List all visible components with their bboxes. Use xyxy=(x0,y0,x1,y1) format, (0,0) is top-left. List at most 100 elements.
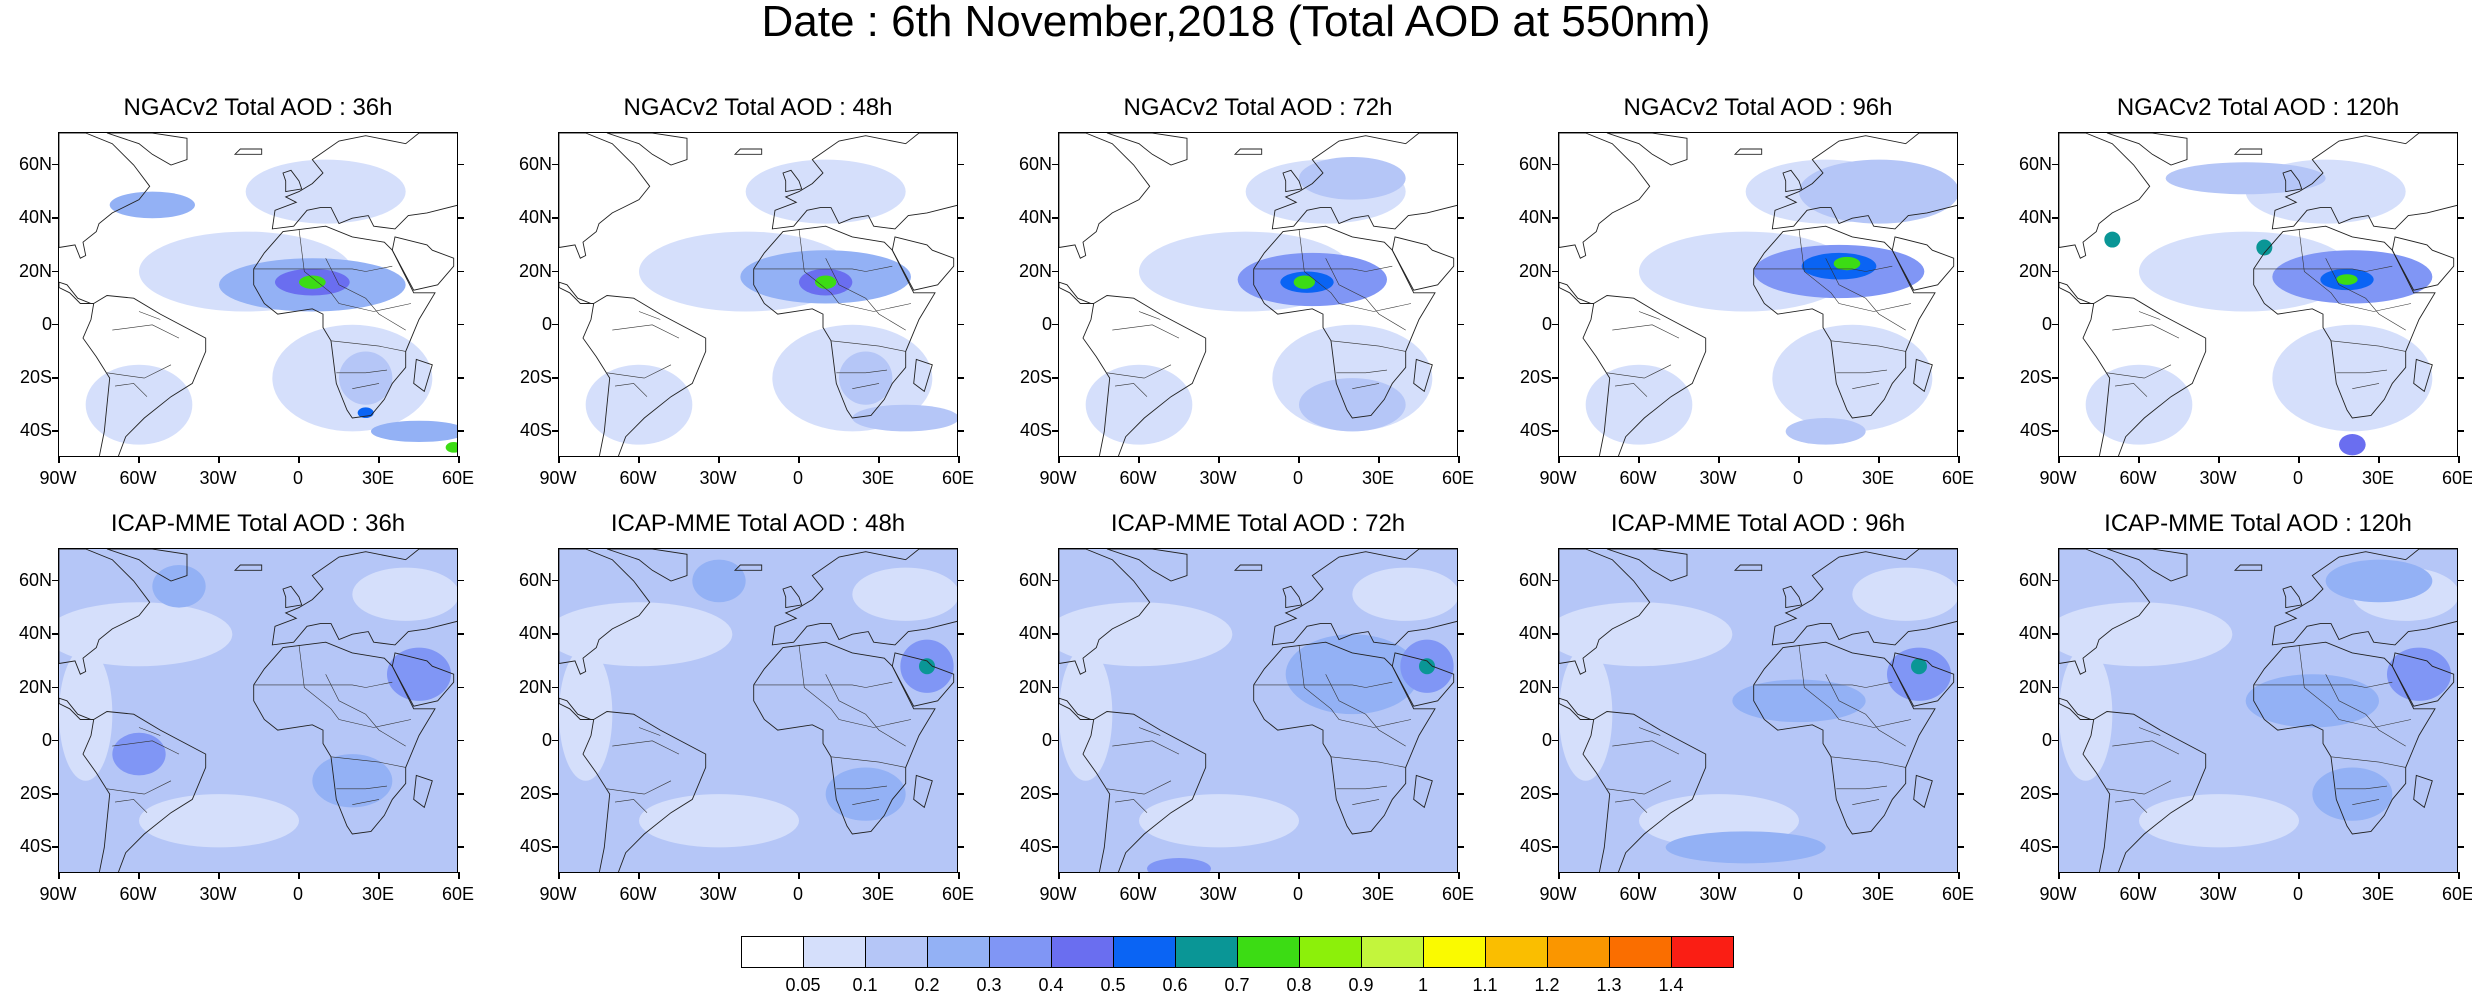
colorbar-label: 1.3 xyxy=(1596,975,1622,995)
lat-tick-label: 20S xyxy=(2019,367,2052,388)
lat-tick xyxy=(1552,739,1559,742)
lat-tick-label: 60N xyxy=(2018,569,2052,590)
lat-tick-label: 40N xyxy=(1018,207,1052,228)
aod-plume xyxy=(1299,156,1406,200)
aod-plume xyxy=(1785,418,1866,445)
map-panel: ICAP-MME Total AOD : 36h 60N 40N 20N 0 20S 40S… xyxy=(19,510,474,903)
colorbar-swatch xyxy=(1485,936,1548,968)
aod-plume xyxy=(852,404,957,432)
coastline-south-america xyxy=(582,711,707,872)
lon-tick-label: 30W xyxy=(1199,884,1237,904)
colorbar-label: 1.4 xyxy=(1658,975,1684,995)
lat-tick-label: 0 xyxy=(2041,313,2052,334)
coastline-africa xyxy=(2253,641,2436,835)
coastline-north-america xyxy=(1559,133,1651,259)
country-border xyxy=(830,340,906,352)
lon-tick xyxy=(1558,456,1560,463)
lon-tick xyxy=(2298,456,2300,463)
colorbar-label: 1 xyxy=(1417,975,1428,995)
country-border xyxy=(1606,780,1672,795)
country-border xyxy=(1352,383,1380,389)
lon-tick-label: 60W xyxy=(619,468,657,488)
coastline-uk xyxy=(1782,585,1803,609)
coastline-uk xyxy=(1282,585,1303,609)
lon-tick-label: 60W xyxy=(1619,468,1657,488)
lat-tick xyxy=(2457,579,2464,582)
lon-tick xyxy=(1458,456,1460,463)
lat-tick xyxy=(1552,686,1559,689)
country-border xyxy=(1253,265,1393,272)
lat-tick xyxy=(957,793,964,795)
lat-tick xyxy=(2052,430,2059,432)
coastline-iceland xyxy=(1733,564,1763,571)
colorbar-label: 0.5 xyxy=(1100,975,1126,995)
colorbar-swatch xyxy=(1609,936,1672,968)
lon-tick xyxy=(798,456,800,463)
lon-tick-label: 30E xyxy=(1861,884,1895,904)
lat-tick xyxy=(1052,633,1059,635)
coastline-iceland xyxy=(2233,564,2263,571)
lat-tick xyxy=(2457,846,2464,848)
lon-tick xyxy=(718,872,720,879)
panel-title: NGACv2 Total AOD : 72h xyxy=(1123,94,1393,121)
lat-tick xyxy=(457,270,464,273)
country-border xyxy=(138,727,161,736)
aod-plume xyxy=(109,191,195,219)
lat-tick xyxy=(552,163,559,166)
country-border xyxy=(1825,674,1906,747)
coastline-africa xyxy=(1253,225,1436,419)
aod-haze-patch xyxy=(1559,647,1613,781)
lon-tick-label: 60W xyxy=(2119,884,2157,904)
country-border xyxy=(2253,265,2393,272)
lat-tick xyxy=(1457,739,1464,742)
aod-plume xyxy=(299,275,326,289)
lat-tick xyxy=(1552,793,1559,795)
country-border xyxy=(112,740,180,755)
lon-tick xyxy=(1218,872,1220,879)
country-border xyxy=(836,785,888,790)
lat-tick xyxy=(457,633,464,635)
lon-tick xyxy=(878,872,880,879)
lat-tick xyxy=(1457,793,1464,795)
lon-tick xyxy=(2058,872,2060,879)
coastline-iceland xyxy=(233,564,263,571)
lat-tick-label: 20N xyxy=(2018,260,2052,281)
panel-title: ICAP-MME Total AOD : 48h xyxy=(610,510,906,537)
lat-tick xyxy=(2052,633,2059,635)
lat-tick-label: 20S xyxy=(1519,367,1552,388)
map-panel: ICAP-MME Total AOD : 96h 60N 40N 20N 0 20S 40S… xyxy=(1519,510,1974,903)
lon-tick-label: 90W xyxy=(2039,468,2077,488)
country-border xyxy=(1798,644,1912,728)
lon-tick-label: 30W xyxy=(699,884,737,904)
aod-haze-patch xyxy=(1852,567,1957,621)
panel-title: ICAP-MME Total AOD : 120h xyxy=(2104,510,2412,537)
country-border xyxy=(325,674,406,747)
aod-plume xyxy=(1293,275,1315,289)
aod-haze-patch xyxy=(1085,364,1193,445)
lat-tick xyxy=(957,430,964,432)
aod-haze-patch xyxy=(2059,602,2233,667)
coastline-madagascar xyxy=(413,774,433,809)
lat-tick-label: 40N xyxy=(518,623,552,644)
coastline-north-america xyxy=(559,549,651,675)
lat-tick xyxy=(52,377,59,379)
aod-field-map xyxy=(2059,549,2457,872)
lat-tick-label: 0 xyxy=(2041,729,2052,750)
aod-haze-patch xyxy=(585,364,693,445)
lon-tick xyxy=(298,872,300,879)
coastline-madagascar xyxy=(1913,774,1933,809)
country-border xyxy=(830,756,906,768)
country-border xyxy=(325,258,406,331)
country-border xyxy=(612,740,680,755)
lon-tick xyxy=(378,456,380,463)
lat-tick xyxy=(457,579,464,582)
coastline-arabia xyxy=(391,652,455,707)
coastline-africa xyxy=(253,225,436,419)
country-border xyxy=(1614,799,1648,813)
coastline-arabia xyxy=(891,236,955,291)
lon-tick xyxy=(1378,872,1380,879)
coastline-south-america xyxy=(2082,295,2207,456)
lon-tick-label: 90W xyxy=(1539,884,1577,904)
country-border xyxy=(106,364,172,379)
lat-tick xyxy=(457,377,464,379)
